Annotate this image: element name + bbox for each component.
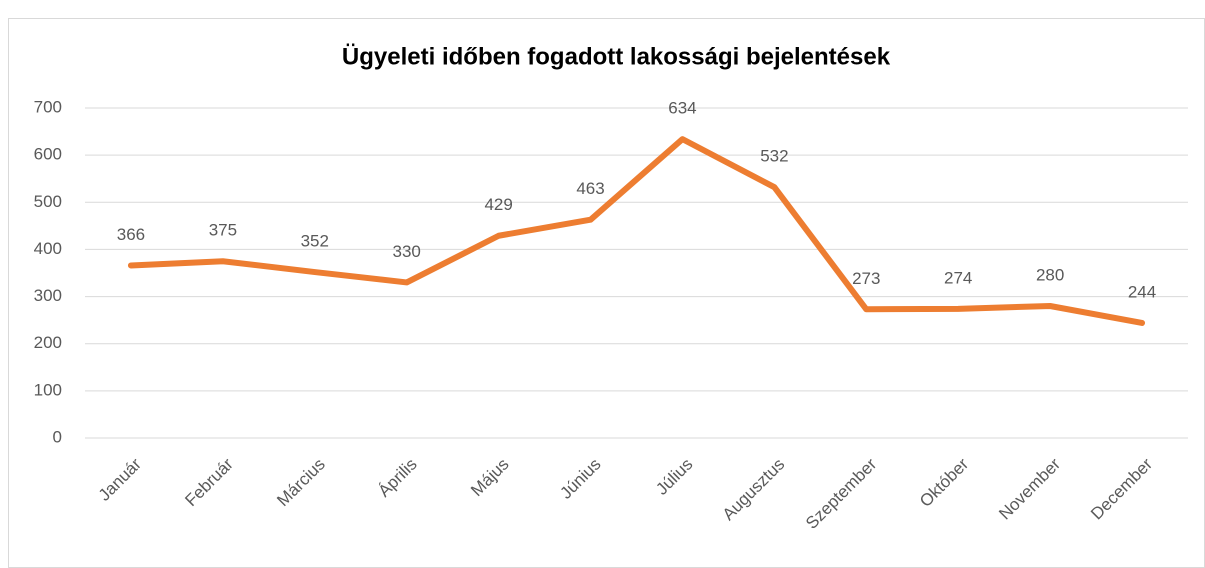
data-label: 244: [1128, 282, 1156, 301]
line: [127, 136, 1146, 326]
data-label: 463: [576, 179, 604, 198]
data-label: 280: [1036, 265, 1064, 284]
y-tick-label: 0: [53, 427, 62, 446]
data-label: 366: [117, 225, 145, 244]
y-tick-label: 300: [34, 286, 62, 305]
y-tick-label: 600: [34, 145, 62, 164]
y-tick-label: 500: [34, 192, 62, 211]
y-tick-label: 700: [34, 97, 62, 116]
chart-frame: [8, 18, 1205, 568]
data-label: 330: [393, 242, 421, 261]
data-label: 532: [760, 147, 788, 166]
data-label: 375: [209, 221, 237, 240]
data-label: 274: [944, 268, 972, 287]
data-label: 273: [852, 269, 880, 288]
chart-title: Ügyeleti időben fogadott lakossági bejel…: [342, 43, 891, 70]
data-label: 352: [301, 232, 329, 251]
y-tick-label: 100: [34, 380, 62, 399]
y-tick-label: 400: [34, 239, 62, 258]
data-label: 429: [484, 195, 512, 214]
y-tick-label: 200: [34, 333, 62, 352]
data-label: 634: [668, 99, 696, 118]
